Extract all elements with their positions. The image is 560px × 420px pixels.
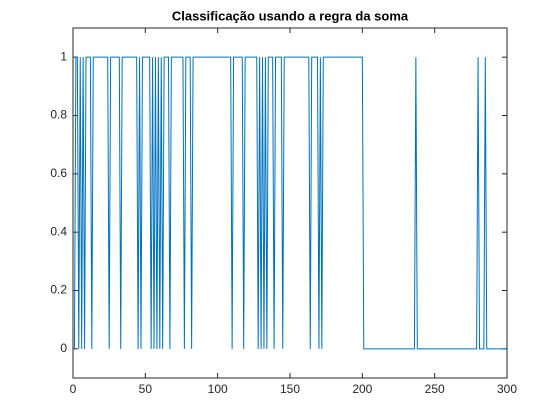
x-tick-label: 50 xyxy=(139,382,153,396)
y-tick-label: 0 xyxy=(60,341,67,355)
x-tick-label: 0 xyxy=(70,382,77,396)
y-tick-label: 0.8 xyxy=(50,108,67,122)
x-tick-label: 150 xyxy=(280,382,300,396)
x-tick-label: 200 xyxy=(352,382,372,396)
chart-title: Classificação usando a regra da soma xyxy=(172,8,409,23)
x-tick-label: 300 xyxy=(497,382,517,396)
plot-area xyxy=(73,28,507,378)
y-tick-label: 0.2 xyxy=(50,283,67,297)
x-tick-label: 100 xyxy=(208,382,228,396)
x-tick-label: 250 xyxy=(425,382,445,396)
y-tick-label: 0.4 xyxy=(50,224,67,238)
y-tick-label: 0.6 xyxy=(50,166,67,180)
line xyxy=(73,56,507,350)
y-tick-label: 1 xyxy=(60,49,67,63)
axes-box xyxy=(72,27,508,379)
